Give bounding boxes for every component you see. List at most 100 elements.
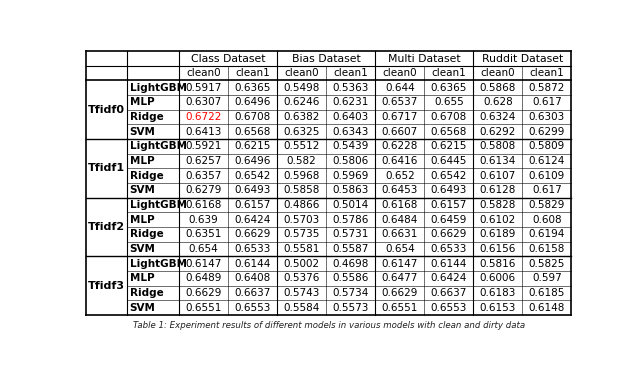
Text: Multi Dataset: Multi Dataset [388, 54, 461, 64]
Text: 0.6157: 0.6157 [431, 200, 467, 210]
Text: 0.617: 0.617 [532, 185, 562, 195]
Text: Ridge: Ridge [129, 229, 163, 239]
Text: 0.6416: 0.6416 [381, 156, 418, 166]
Text: LightGBM: LightGBM [129, 258, 187, 269]
Text: 0.5786: 0.5786 [333, 214, 369, 225]
Text: 0.6109: 0.6109 [529, 170, 565, 181]
Text: 0.655: 0.655 [434, 97, 463, 107]
Text: 0.6324: 0.6324 [479, 112, 516, 122]
Text: 0.6307: 0.6307 [186, 97, 222, 107]
Text: 0.5439: 0.5439 [333, 141, 369, 151]
Text: 0.5825: 0.5825 [529, 258, 565, 269]
Text: 0.6257: 0.6257 [186, 156, 222, 166]
Text: 0.6147: 0.6147 [381, 258, 418, 269]
Text: 0.6533: 0.6533 [234, 244, 271, 254]
Text: 0.6299: 0.6299 [529, 126, 565, 137]
Text: 0.6228: 0.6228 [381, 141, 418, 151]
Text: 0.6215: 0.6215 [234, 141, 271, 151]
Text: 0.654: 0.654 [385, 244, 415, 254]
Text: MLP: MLP [129, 97, 154, 107]
Text: 0.6496: 0.6496 [234, 97, 271, 107]
Text: 0.5014: 0.5014 [333, 200, 369, 210]
Text: 0.6631: 0.6631 [381, 229, 418, 239]
Text: 0.6493: 0.6493 [431, 185, 467, 195]
Text: 0.6168: 0.6168 [186, 200, 222, 210]
Text: 0.6144: 0.6144 [234, 258, 271, 269]
Text: 0.6537: 0.6537 [381, 97, 418, 107]
Text: 0.6194: 0.6194 [529, 229, 565, 239]
Text: SVM: SVM [129, 185, 156, 195]
Text: 0.6408: 0.6408 [235, 273, 271, 283]
Text: 0.6351: 0.6351 [186, 229, 222, 239]
Text: 0.6542: 0.6542 [234, 170, 271, 181]
Text: 0.5969: 0.5969 [333, 170, 369, 181]
Text: 0.6403: 0.6403 [333, 112, 369, 122]
Text: 0.6382: 0.6382 [284, 112, 320, 122]
Text: 0.6156: 0.6156 [479, 244, 516, 254]
Text: 0.6607: 0.6607 [381, 126, 418, 137]
Text: clean1: clean1 [236, 68, 270, 78]
Text: 0.6279: 0.6279 [186, 185, 222, 195]
Text: 0.5734: 0.5734 [333, 288, 369, 298]
Text: 0.6568: 0.6568 [431, 126, 467, 137]
Text: 0.608: 0.608 [532, 214, 562, 225]
Text: 0.5868: 0.5868 [479, 82, 516, 93]
Text: Ruddit Dataset: Ruddit Dataset [482, 54, 563, 64]
Text: LightGBM: LightGBM [129, 141, 187, 151]
Text: 0.5858: 0.5858 [284, 185, 320, 195]
Text: 0.6533: 0.6533 [431, 244, 467, 254]
Text: SVM: SVM [129, 303, 156, 313]
Text: MLP: MLP [129, 214, 154, 225]
Text: 0.6708: 0.6708 [235, 112, 271, 122]
Text: 0.5735: 0.5735 [284, 229, 320, 239]
Text: MLP: MLP [129, 273, 154, 283]
Text: 0.6128: 0.6128 [479, 185, 516, 195]
Text: 0.6477: 0.6477 [381, 273, 418, 283]
Text: 0.6325: 0.6325 [284, 126, 320, 137]
Text: Tfidf1: Tfidf1 [88, 163, 125, 173]
Text: 0.5703: 0.5703 [284, 214, 320, 225]
Text: 0.6496: 0.6496 [234, 156, 271, 166]
Text: 0.6722: 0.6722 [186, 112, 222, 122]
Text: Tfidf2: Tfidf2 [88, 222, 125, 232]
Text: 0.5573: 0.5573 [333, 303, 369, 313]
Text: clean1: clean1 [333, 68, 368, 78]
Text: 0.6292: 0.6292 [479, 126, 516, 137]
Text: 0.6215: 0.6215 [431, 141, 467, 151]
Text: 0.6365: 0.6365 [234, 82, 271, 93]
Text: 0.6107: 0.6107 [480, 170, 516, 181]
Text: 0.5587: 0.5587 [333, 244, 369, 254]
Text: 0.5808: 0.5808 [480, 141, 516, 151]
Text: 0.639: 0.639 [189, 214, 219, 225]
Text: 0.6708: 0.6708 [431, 112, 467, 122]
Text: LightGBM: LightGBM [129, 200, 187, 210]
Text: 0.6542: 0.6542 [431, 170, 467, 181]
Text: 0.6147: 0.6147 [186, 258, 222, 269]
Text: 0.6303: 0.6303 [529, 112, 565, 122]
Text: clean1: clean1 [529, 68, 564, 78]
Text: 0.6568: 0.6568 [234, 126, 271, 137]
Text: 0.5363: 0.5363 [333, 82, 369, 93]
Text: 0.5806: 0.5806 [333, 156, 369, 166]
Text: 0.5917: 0.5917 [186, 82, 222, 93]
Text: 0.6553: 0.6553 [234, 303, 271, 313]
Text: 0.5376: 0.5376 [284, 273, 320, 283]
Text: 0.6629: 0.6629 [431, 229, 467, 239]
Text: 0.6445: 0.6445 [431, 156, 467, 166]
Text: 0.6459: 0.6459 [431, 214, 467, 225]
Text: 0.6637: 0.6637 [431, 288, 467, 298]
Text: 0.582: 0.582 [287, 156, 317, 166]
Text: Ridge: Ridge [129, 112, 163, 122]
Text: 0.6153: 0.6153 [479, 303, 516, 313]
Text: clean1: clean1 [431, 68, 466, 78]
Text: 0.6365: 0.6365 [431, 82, 467, 93]
Text: 0.628: 0.628 [483, 97, 513, 107]
Text: 0.6717: 0.6717 [381, 112, 418, 122]
Text: 0.5809: 0.5809 [529, 141, 565, 151]
Text: 0.5968: 0.5968 [284, 170, 320, 181]
Text: Ridge: Ridge [129, 170, 163, 181]
Text: 0.6231: 0.6231 [333, 97, 369, 107]
Text: 0.617: 0.617 [532, 97, 562, 107]
Text: 0.6183: 0.6183 [479, 288, 516, 298]
Text: 0.6102: 0.6102 [480, 214, 516, 225]
